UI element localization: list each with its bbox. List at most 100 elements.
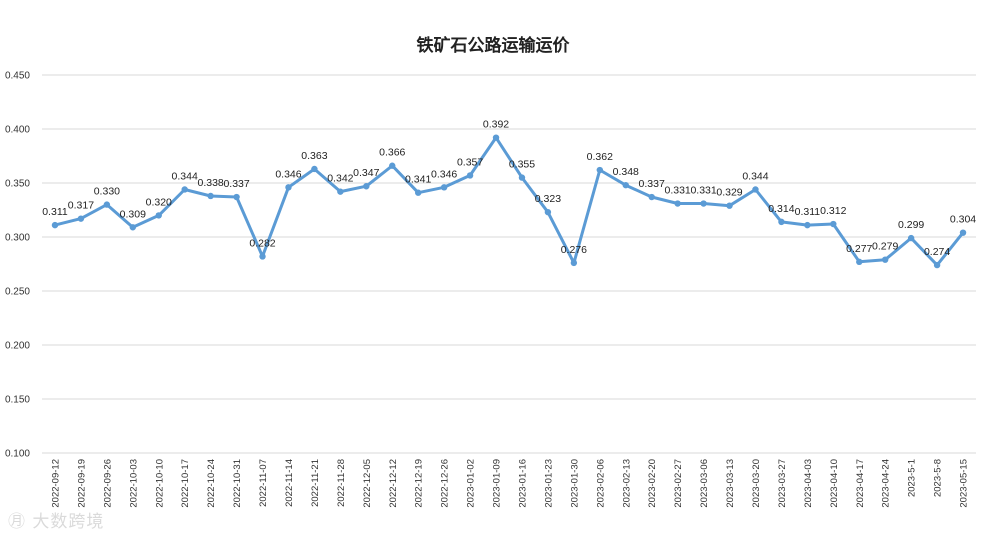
x-tick-label: 2022-10-03 [128,459,139,508]
data-point [51,221,59,229]
data-points [51,134,967,269]
data-label: 0.323 [535,193,561,205]
x-tick-label: 2023-04-24 [881,459,892,508]
x-tick-label: 2022-11-14 [284,459,295,507]
y-axis: 0.100 0.150 0.200 0.250 0.300 0.350 0.400 0.450 [5,71,30,460]
data-label: 0.338 [197,177,223,189]
watermark-logo-icon: ㊊ [8,512,26,532]
data-point [830,220,837,228]
data-point [233,193,240,201]
data-point [700,200,707,207]
data-label: 0.277 [846,243,872,255]
data-point [752,186,759,193]
data-point [804,221,811,229]
x-tick-label: 2023-05-15 [959,459,970,508]
data-point [544,208,552,216]
x-tick-label: 2023-03-20 [751,459,762,508]
x-tick-label: 2023-01-02 [466,459,477,508]
x-tick-label: 2023-02-20 [647,459,658,508]
data-label: 0.317 [68,200,94,212]
x-tick-label: 2022-11-07 [258,459,269,507]
x-tick-label: 2023-01-09 [492,459,503,508]
y-tick-label: 0.150 [5,395,30,406]
data-label: 0.309 [120,208,146,220]
data-label: 0.314 [768,203,794,215]
data-point [674,200,681,207]
y-tick-label: 0.200 [5,341,30,352]
x-tick-label: 2022-11-28 [336,459,347,507]
data-point [129,224,137,231]
y-tick-label: 0.400 [5,125,30,136]
data-point [648,193,655,201]
data-label: 0.331 [664,185,690,197]
data-label: 0.330 [94,186,120,198]
data-label: 0.363 [301,150,327,162]
data-point [518,174,526,181]
data-point [881,256,889,263]
data-label: 0.331 [690,185,716,197]
data-point [856,258,863,266]
watermark-text: 大数跨境 [32,512,105,532]
data-label: 0.320 [146,196,172,208]
x-tick-label: 2023-01-16 [517,459,528,508]
y-tick-label: 0.350 [5,179,30,190]
x-tick-label: 2023-01-23 [543,459,554,508]
grid-lines [42,74,976,454]
y-tick-label: 0.100 [5,449,30,460]
x-tick-label: 2022-10-24 [206,459,217,508]
data-label: 0.346 [275,168,301,180]
x-tick-label: 2023-02-13 [621,459,632,508]
x-tick-label: 2022-11-21 [310,459,321,507]
data-label: 0.299 [898,219,924,231]
x-axis: 2022-09-12 2022-09-19 2022-09-26 2022-10-03… [50,459,969,508]
data-label: 0.362 [587,151,613,163]
x-tick-label: 2023-04-03 [803,459,814,508]
data-label: 0.311 [795,206,821,218]
data-label: 0.282 [249,237,275,249]
data-point [596,166,604,174]
data-point [155,212,162,219]
x-tick-label: 2023-02-27 [673,459,684,508]
data-point [311,165,318,173]
x-tick-label: 2022-12-05 [362,459,373,508]
x-tick-label: 2022-10-31 [232,459,243,508]
x-tick-label: 2023-5-8 [933,459,944,497]
data-point [181,186,188,193]
data-label: 0.344 [742,170,768,182]
data-point [414,189,422,196]
data-label: 0.357 [457,156,483,168]
x-tick-label: 2023-02-06 [595,459,606,508]
data-label: 0.347 [353,167,379,179]
series-line [54,136,965,267]
data-label: 0.342 [327,173,353,185]
data-point [959,229,967,236]
data-label: 0.344 [172,170,198,182]
data-point [622,181,629,189]
data-label: 0.341 [405,174,431,186]
data-label: 0.304 [950,214,976,226]
x-tick-label: 2022-09-12 [50,459,61,508]
data-label: 0.346 [431,168,457,180]
data-label: 0.337 [223,178,249,190]
data-point [285,184,292,191]
data-point [726,202,733,209]
data-point [440,184,448,191]
x-tick-label: 2023-01-30 [569,459,580,508]
x-tick-label: 2023-03-27 [777,459,788,508]
x-tick-label: 2023-04-17 [855,459,866,508]
data-point [466,172,474,179]
x-tick-label: 2022-12-26 [440,459,451,508]
data-label: 0.279 [872,241,898,253]
x-tick-label: 2022-09-26 [102,459,113,508]
data-point [207,192,214,200]
data-point [778,218,785,226]
x-tick-label: 2023-03-06 [699,459,710,508]
x-tick-label: 2023-03-13 [725,459,736,508]
data-point [570,259,578,267]
y-tick-label: 0.250 [5,287,30,298]
y-tick-label: 0.450 [5,71,30,82]
data-point [363,183,370,190]
watermark: ㊊ 大数跨境 [8,507,104,532]
